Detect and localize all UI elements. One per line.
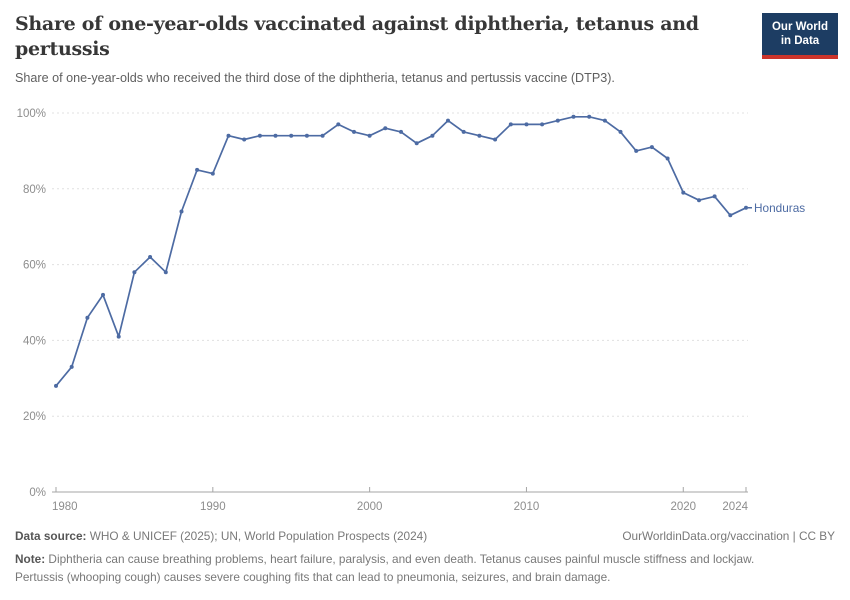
y-tick-label: 20% (23, 411, 46, 423)
owid-logo-accent-bar (762, 54, 838, 59)
chart-note: Note: Diphtheria can cause breathing pro… (15, 552, 755, 584)
data-point[interactable] (383, 126, 388, 131)
data-point[interactable] (555, 118, 560, 123)
data-point[interactable] (571, 114, 576, 119)
data-point[interactable] (179, 209, 184, 214)
data-point[interactable] (132, 270, 137, 275)
data-point[interactable] (257, 133, 262, 138)
data-point[interactable] (477, 133, 482, 138)
data-point[interactable] (367, 133, 372, 138)
page-title: Share of one-year-olds vaccinated agains… (15, 13, 699, 61)
data-point[interactable] (101, 292, 105, 297)
owid-license-link[interactable]: OurWorldinData.org/vaccination | CC BY (622, 529, 835, 543)
data-point[interactable] (85, 315, 90, 320)
x-tick-label: 2000 (357, 501, 383, 513)
y-tick-label: 100% (17, 108, 46, 120)
data-point[interactable] (352, 129, 356, 134)
data-point[interactable] (493, 137, 498, 142)
data-point[interactable] (242, 137, 247, 142)
x-tick-label: 2024 (722, 501, 748, 513)
owid-logo[interactable]: Our World in Data (762, 13, 838, 59)
data-point[interactable] (304, 133, 309, 138)
data-point[interactable] (697, 198, 701, 203)
x-tick-label: 1990 (200, 501, 226, 513)
x-tick-label: 2010 (514, 501, 540, 513)
data-point[interactable] (210, 171, 215, 176)
data-point[interactable] (289, 133, 294, 138)
data-point[interactable] (226, 133, 231, 138)
data-point[interactable] (634, 148, 639, 153)
data-point[interactable] (681, 190, 686, 195)
data-point[interactable] (430, 133, 435, 138)
data-point[interactable] (54, 383, 58, 388)
page-subtitle: Share of one-year-olds who received the … (15, 71, 615, 86)
data-point[interactable] (508, 122, 513, 127)
data-point[interactable] (336, 122, 341, 127)
data-point[interactable] (665, 156, 670, 161)
y-tick-label: 60% (23, 260, 46, 272)
data-point[interactable] (69, 364, 74, 369)
chart-header: Share of one-year-olds vaccinated agains… (15, 12, 838, 86)
chart-footer: Data source: WHO & UNICEF (2025); UN, Wo… (15, 529, 835, 586)
data-point[interactable] (273, 133, 278, 138)
data-point[interactable] (712, 194, 717, 199)
data-point[interactable] (540, 122, 545, 127)
entity-label[interactable]: Honduras (754, 201, 805, 215)
data-point[interactable] (618, 129, 623, 134)
data-point[interactable] (587, 114, 592, 119)
owid-logo-text: Our World in Data (762, 13, 838, 55)
data-point[interactable] (446, 118, 450, 123)
honduras-line[interactable] (55, 115, 747, 387)
y-tick-label: 0% (29, 487, 46, 499)
data-point[interactable] (320, 133, 325, 138)
data-point[interactable] (414, 141, 419, 146)
data-point[interactable] (163, 270, 168, 275)
data-point[interactable] (744, 205, 748, 210)
data-point[interactable] (399, 129, 403, 134)
y-tick-label: 40% (23, 335, 46, 347)
data-point[interactable] (728, 213, 733, 218)
data-point[interactable] (602, 118, 607, 123)
data-point[interactable] (524, 122, 529, 127)
x-tick-label: 2020 (670, 501, 696, 513)
data-source-text[interactable]: Data source: WHO & UNICEF (2025); UN, Wo… (15, 529, 428, 543)
y-tick-label: 80% (23, 184, 46, 196)
line-chart[interactable]: 0% 20% 40% 60% 80% 100% 1980 1990 2000 2010 2020 20… (0, 100, 850, 525)
data-point[interactable] (148, 255, 153, 259)
data-point[interactable] (461, 129, 466, 134)
data-point[interactable] (116, 334, 121, 339)
data-point[interactable] (649, 145, 654, 150)
data-point[interactable] (195, 167, 200, 172)
x-tick-label: 1980 (52, 501, 78, 513)
